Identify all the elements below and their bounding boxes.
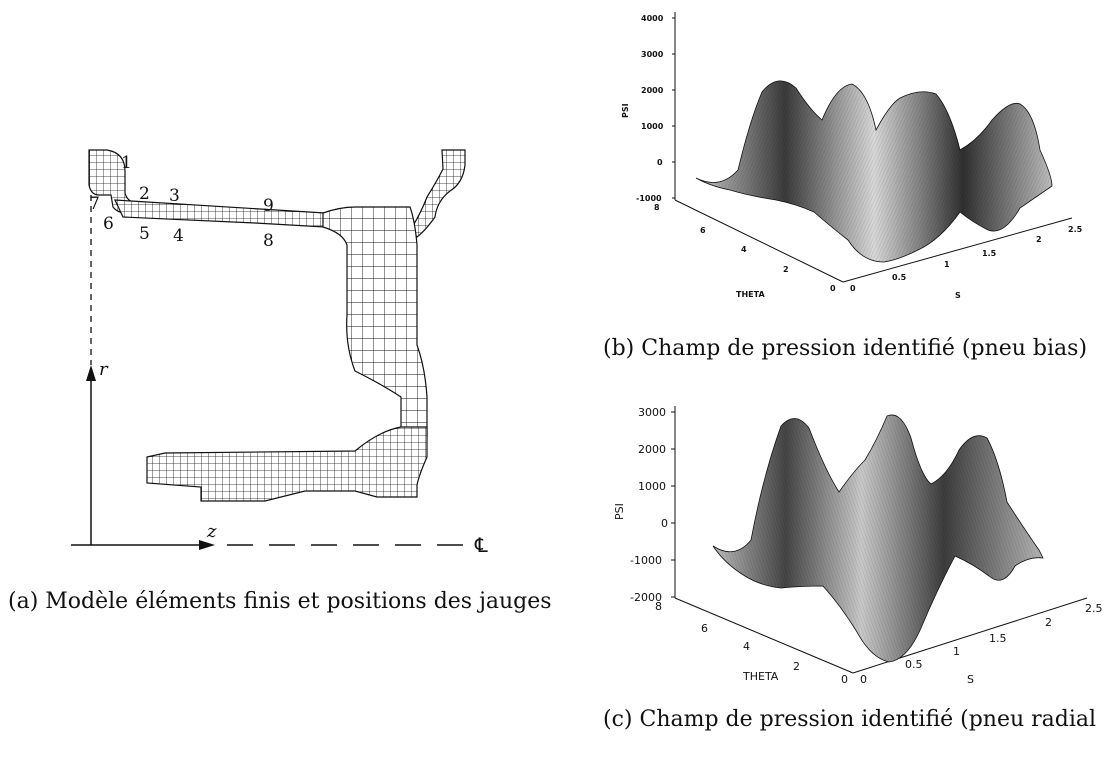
gauge-3: 3 <box>169 186 180 206</box>
svg-text:1: 1 <box>953 645 960 658</box>
z-tick-b-2: 2000 <box>641 86 664 95</box>
svg-text:1.5: 1.5 <box>982 249 997 258</box>
z-tick-b-1: 3000 <box>641 50 664 59</box>
s-ticks-c: 0 0.5 1 1.5 2 2.5 <box>860 602 1103 686</box>
figure-c: 3000 2000 1000 0 -1000 -2000 PSI 8 6 4 2… <box>595 380 1110 690</box>
wheel-hub <box>146 426 428 502</box>
z-axis-label: z <box>206 521 217 542</box>
svg-text:6: 6 <box>700 226 706 235</box>
svg-text:2.5: 2.5 <box>1085 602 1103 615</box>
z-ticks-b: 4000 3000 2000 1000 0 -1000 <box>636 14 675 203</box>
fe-mesh-drawing: r z ℄ 1 2 3 4 5 6 7 8 9 <box>71 149 488 557</box>
svg-text:8: 8 <box>655 600 662 613</box>
zlabel-b: PSI <box>621 103 630 118</box>
rim-bed <box>114 199 346 228</box>
wheel-disc <box>322 206 428 438</box>
gauge-9: 9 <box>263 196 274 216</box>
ylabel-b: S <box>955 291 961 300</box>
caption-c: (c) Champ de pression identifié (pneu ra… <box>603 707 1097 732</box>
svg-text:0.5: 0.5 <box>892 273 907 282</box>
z-axis-arrow <box>199 540 215 550</box>
gauge-7: 7 <box>89 194 100 214</box>
theta-axis-b <box>674 199 844 283</box>
gauge-2: 2 <box>139 184 150 204</box>
z-tick-b-0: 4000 <box>641 14 664 23</box>
surface-b-hatch <box>696 80 1052 262</box>
z-tick-b-5: -1000 <box>636 194 662 203</box>
r-axis-arrow <box>86 365 96 381</box>
z-tick-b-4: 0 <box>657 158 663 167</box>
svg-text:2.5: 2.5 <box>1068 225 1083 234</box>
gauge-8: 8 <box>263 231 274 251</box>
gauge-6: 6 <box>103 214 114 234</box>
caption-a: (a) Modèle éléments finis et positions d… <box>8 589 552 614</box>
svg-text:0: 0 <box>841 673 848 686</box>
z-tick-b-3: 1000 <box>641 122 664 131</box>
s-axis-b <box>842 217 1073 283</box>
figure-b: 4000 3000 2000 1000 0 -1000 PSI 8 6 4 2 … <box>600 0 1100 320</box>
gauge-4: 4 <box>173 226 184 246</box>
figure-a: r z ℄ 1 2 3 4 5 6 7 8 9 <box>55 135 535 565</box>
theta-axis-c <box>674 597 854 674</box>
gauge-1: 1 <box>121 153 132 173</box>
xlabel-b: THETA <box>736 290 765 299</box>
r-axis-label: r <box>99 359 109 380</box>
right-flange <box>410 149 466 238</box>
theta-ticks-c: 8 6 4 2 0 <box>655 600 848 686</box>
z-ticks-c: 3000 2000 1000 0 -1000 -2000 <box>630 406 675 604</box>
svg-text:1: 1 <box>944 260 950 269</box>
svg-text:-2000: -2000 <box>630 591 662 604</box>
svg-text:2: 2 <box>783 265 789 274</box>
svg-text:8: 8 <box>654 203 660 212</box>
svg-text:4: 4 <box>743 640 750 653</box>
s-ticks-b: 0 0.5 1 1.5 2 2.5 <box>850 225 1083 293</box>
svg-text:0: 0 <box>661 517 668 530</box>
svg-text:-1000: -1000 <box>630 554 662 567</box>
ylabel-c: S <box>967 673 974 686</box>
svg-text:0: 0 <box>850 284 856 293</box>
svg-text:6: 6 <box>701 622 708 635</box>
svg-text:1.5: 1.5 <box>989 632 1007 645</box>
xlabel-c: THETA <box>742 670 779 683</box>
zlabel-c: PSI <box>613 503 626 520</box>
svg-text:4: 4 <box>741 245 747 254</box>
surface-plot-b: 4000 3000 2000 1000 0 -1000 PSI 8 6 4 2 … <box>621 12 1083 300</box>
svg-text:2: 2 <box>1045 616 1052 629</box>
svg-text:0: 0 <box>830 284 836 293</box>
gauge-5: 5 <box>139 224 150 244</box>
centerline-symbol: ℄ <box>474 533 488 557</box>
svg-text:2: 2 <box>1036 235 1042 244</box>
surface-plot-c: 3000 2000 1000 0 -1000 -2000 PSI 8 6 4 2… <box>613 406 1103 686</box>
svg-text:0: 0 <box>860 673 867 686</box>
svg-text:2000: 2000 <box>638 443 666 456</box>
caption-b: (b) Champ de pression identifié (pneu bi… <box>603 336 1088 361</box>
svg-text:3000: 3000 <box>638 406 666 419</box>
theta-ticks-b: 8 6 4 2 0 <box>654 203 836 293</box>
svg-text:2: 2 <box>793 660 800 673</box>
surface-c-hatch <box>713 414 1043 662</box>
svg-text:0.5: 0.5 <box>905 658 923 671</box>
svg-text:1000: 1000 <box>638 480 666 493</box>
